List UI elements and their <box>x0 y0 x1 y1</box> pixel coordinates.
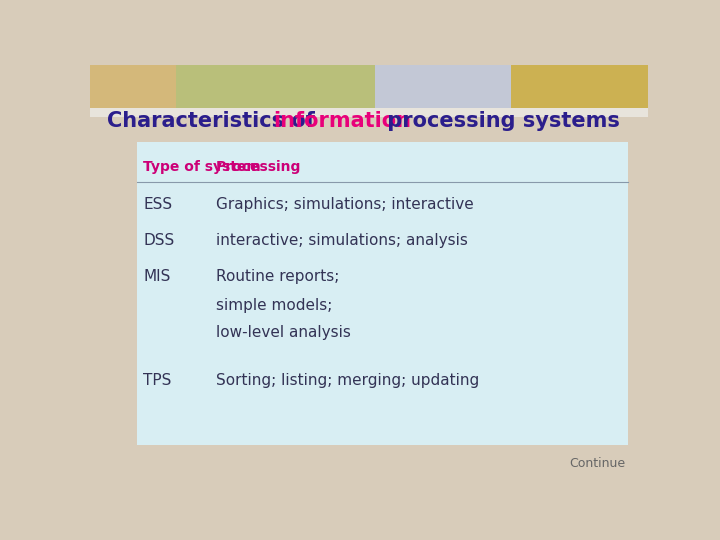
FancyBboxPatch shape <box>90 65 176 109</box>
FancyBboxPatch shape <box>90 109 648 117</box>
Text: Characteristics of: Characteristics of <box>107 111 322 131</box>
Text: interactive; simulations; analysis: interactive; simulations; analysis <box>215 233 467 248</box>
FancyBboxPatch shape <box>511 65 648 109</box>
Text: information: information <box>274 111 411 131</box>
Text: processing systems: processing systems <box>380 111 621 131</box>
FancyBboxPatch shape <box>176 65 374 109</box>
FancyBboxPatch shape <box>176 65 374 109</box>
FancyBboxPatch shape <box>138 141 629 446</box>
Text: ESS: ESS <box>143 197 172 212</box>
Text: MIS: MIS <box>143 269 171 285</box>
Text: Continue: Continue <box>570 457 626 470</box>
Text: Graphics; simulations; interactive: Graphics; simulations; interactive <box>215 197 473 212</box>
FancyBboxPatch shape <box>374 65 511 109</box>
Text: Processing: Processing <box>215 160 301 174</box>
Text: TPS: TPS <box>143 373 171 388</box>
Text: Routine reports;: Routine reports; <box>215 269 339 285</box>
Text: DSS: DSS <box>143 233 174 248</box>
Text: Sorting; listing; merging; updating: Sorting; listing; merging; updating <box>215 373 479 388</box>
Text: simple models;: simple models; <box>215 298 332 313</box>
Text: Type of system: Type of system <box>143 160 261 174</box>
Text: low-level analysis: low-level analysis <box>215 326 351 341</box>
